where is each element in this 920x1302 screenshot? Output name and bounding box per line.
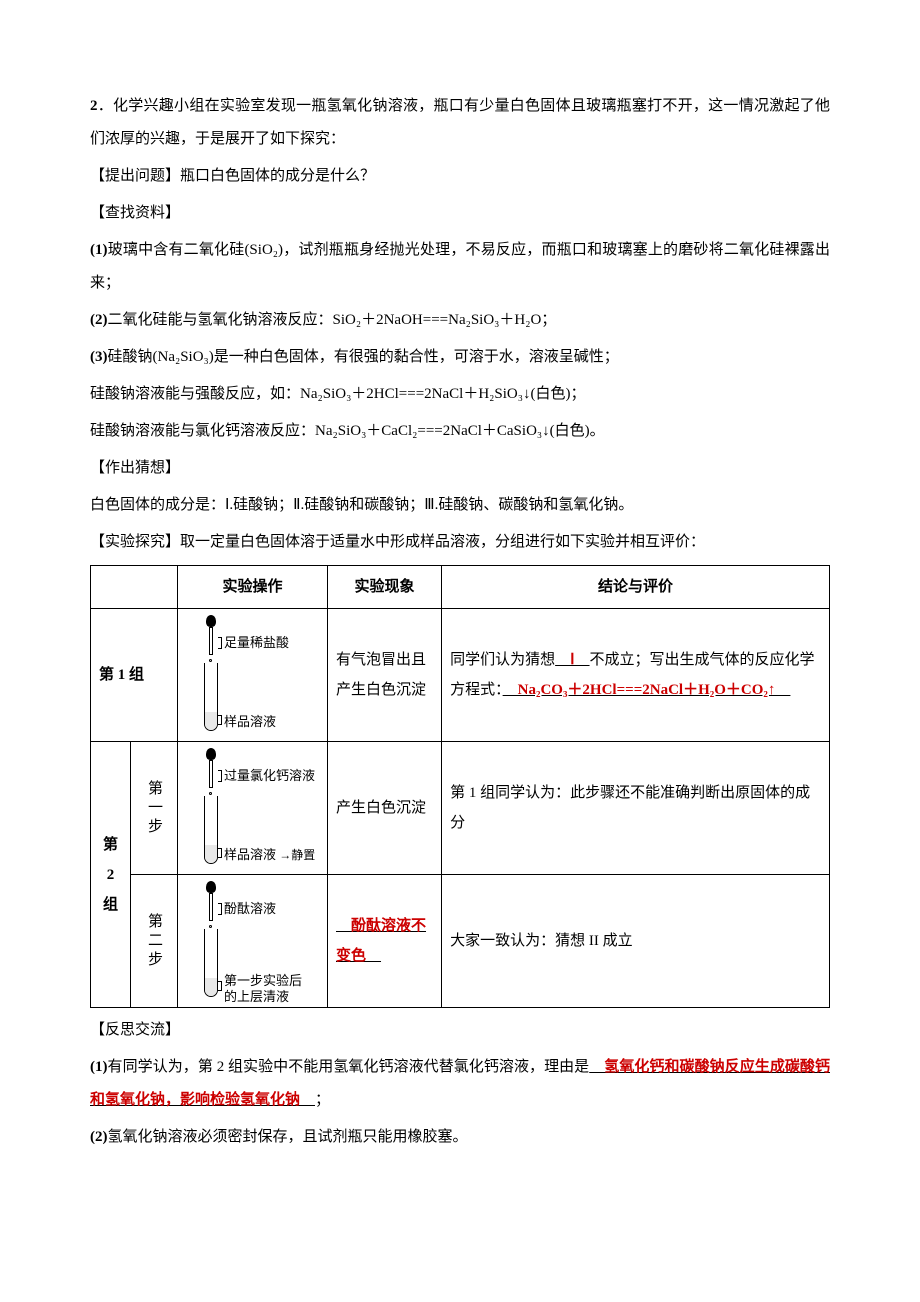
question-stem: 2．化学兴趣小组在实验室发现一瓶氢氧化钠溶液，瓶口有少量白色固体且玻璃瓶塞打不开… [90,90,830,156]
group2-step2-operation: 酚酞溶液 第一步实验后 的上层清液 [178,875,328,1008]
test-tube-icon [204,929,218,997]
header-operation: 实验操作 [178,566,328,609]
reagent-label: 酚酞溶液 [224,901,276,918]
research-3c: 硅酸钠溶液能与氯化钙溶液反应：Na₂SiO₃＋CaCl₂===2NaCl＋CaS… [90,415,830,448]
section-hypothesis-label: 【作出猜想】 [90,452,830,485]
conc-answer-2: Na₂CO₃＋2HCl===2NaCl＋H₂O＋CO₂↑ [503,682,791,698]
arrow-text: 静置 [291,848,315,862]
bracket-icon [218,848,222,858]
section-experiment: 【实验探究】取一定量白色固体溶于适量水中形成样品溶液，分组进行如下实验并相互评价… [90,526,830,559]
research-3b: 硅酸钠溶液能与强酸反应，如：Na₂SiO₃＋2HCl===2NaCl＋H₂SiO… [90,378,830,411]
experiment-table: 实验操作 实验现象 结论与评价 第 1 组 足量稀盐酸 样品溶液 有气泡冒出且产… [90,565,830,1008]
arrow-label: →静置 [279,848,315,862]
test-tube-icon [204,663,218,731]
group2-label: 第 2 组 [91,742,131,1008]
group2-step1-operation: 过量氯化钙溶液 样品溶液 →静置 [178,742,328,875]
header-phenomenon: 实验现象 [328,566,442,609]
item-text: 二氧化硅能与氢氧化钠溶液反应：SiO₂＋2NaOH===Na₂SiO₃＋H₂O； [108,312,557,328]
section-research-label: 【查找资料】 [90,197,830,230]
item-prefix: (1) [90,242,108,258]
group2-step2-conclusion: 大家一致认为：猜想 II 成立 [442,875,830,1008]
bracket-icon [218,981,222,991]
reflection-1: (1)有同学认为，第 2 组实验中不能用氢氧化钙溶液代替氯化钙溶液，理由是 氢氧… [90,1051,830,1117]
group2-step1-label: 第一步 [131,742,178,875]
group2-step2-label: 第二步 [131,875,178,1008]
item-prefix: (1) [90,1059,108,1075]
conc-text-a: 同学们认为猜想 [450,652,555,668]
hypothesis-text: 白色固体的成分是：Ⅰ.硅酸钠；Ⅱ.硅酸钠和碳酸钠；Ⅲ.硅酸钠、碳酸钠和氢氧化钠。 [90,489,830,522]
sample-label: 样品溶液 [224,714,276,731]
group1-operation: 足量稀盐酸 样品溶液 [178,609,328,742]
ref1-text-b: ； [315,1092,330,1108]
item-text: 硅酸钠(Na₂SiO₃)是一种白色固体，有很强的黏合性，可溶于水，溶液呈碱性； [108,349,619,365]
table-row-group2-step1: 第 2 组 第一步 过量氯化钙溶液 样品溶液 →静置 产生白色沉淀 第 1 组同… [91,742,830,875]
item-prefix: (3) [90,349,108,365]
header-conclusion: 结论与评价 [442,566,830,609]
bracket-icon [218,903,222,915]
ref2-text: 氢氧化钠溶液必须密封保存，且试剂瓶只能用橡胶塞。 [108,1129,468,1145]
bracket-icon [218,715,222,725]
research-1: (1)玻璃中含有二氧化硅(SiO₂)，试剂瓶瓶身经抛光处理，不易反应，而瓶口和玻… [90,234,830,300]
bracket-icon [218,637,222,649]
reagent-label: 过量氯化钙溶液 [224,768,315,785]
section-label: 【实验探究】 [90,534,180,550]
step-label-text: 第二步 [139,913,169,970]
bracket-icon [218,770,222,782]
step-label-text: 第一步 [139,780,169,837]
question-text: ．化学兴趣小组在实验室发现一瓶氢氧化钠溶液，瓶口有少量白色固体且玻璃瓶塞打不开，… [90,98,830,147]
group1-conclusion: 同学们认为猜想 Ⅰ 不成立；写出生成气体的反应化学方程式： Na₂CO₃＋2HC… [442,609,830,742]
research-2: (2)二氧化硅能与氢氧化钠溶液反应：SiO₂＋2NaOH===Na₂SiO₃＋H… [90,304,830,337]
research-3: (3)硅酸钠(Na₂SiO₃)是一种白色固体，有很强的黏合性，可溶于水，溶液呈碱… [90,341,830,374]
table-row-group2-step2: 第二步 酚酞溶液 第一步实验后 的上层清液 酚酞溶液不变色 大家一致认为：猜想 … [91,875,830,1008]
item-prefix: (2) [90,312,108,328]
item-text: 玻璃中含有二氧化硅(SiO₂)，试剂瓶瓶身经抛光处理，不易反应，而瓶口和玻璃塞上… [90,242,830,291]
apparatus-diagram: 足量稀盐酸 样品溶液 [186,615,306,735]
group1-label: 第 1 组 [91,609,178,742]
group2-step1-conclusion: 第 1 组同学认为：此步骤还不能准确判断出原固体的成分 [442,742,830,875]
dropper-icon [207,881,215,921]
dropper-icon [207,748,215,788]
phen-answer: 酚酞溶液不变色 [336,918,426,964]
reagent-label: 足量稀盐酸 [224,635,289,652]
dropper-icon [207,615,215,655]
sample-label: 第一步实验后 的上层清液 [224,973,302,1006]
section-label: 【提出问题】 [90,168,180,184]
sample-label: 样品溶液 →静置 [224,847,315,864]
group2-step2-phenomenon: 酚酞溶液不变色 [328,875,442,1008]
section-question: 【提出问题】瓶口白色固体的成分是什么？ [90,160,830,193]
table-header-row: 实验操作 实验现象 结论与评价 [91,566,830,609]
apparatus-diagram: 过量氯化钙溶液 样品溶液 →静置 [186,748,306,868]
group2-label-text: 第 2 组 [99,830,122,920]
section-text: 取一定量白色固体溶于适量水中形成样品溶液，分组进行如下实验并相互评价： [180,534,705,550]
reflection-2: (2)氢氧化钠溶液必须密封保存，且试剂瓶只能用橡胶塞。 [90,1121,830,1154]
header-blank [91,566,178,609]
test-tube-icon [204,796,218,864]
item-prefix: (2) [90,1129,108,1145]
sample-text: 样品溶液 [224,847,276,862]
conc-answer-1: Ⅰ [555,652,589,668]
group1-phenomenon: 有气泡冒出且产生白色沉淀 [328,609,442,742]
section-text: 瓶口白色固体的成分是什么？ [180,168,375,184]
table-row-group1: 第 1 组 足量稀盐酸 样品溶液 有气泡冒出且产生白色沉淀 同学们认为猜想 Ⅰ … [91,609,830,742]
group2-step1-phenomenon: 产生白色沉淀 [328,742,442,875]
apparatus-diagram: 酚酞溶液 第一步实验后 的上层清液 [186,881,306,1001]
question-number: 2 [90,98,98,114]
ref1-text-a: 有同学认为，第 2 组实验中不能用氢氧化钙溶液代替氯化钙溶液，理由是 [108,1059,590,1075]
section-reflection-label: 【反思交流】 [90,1014,830,1047]
